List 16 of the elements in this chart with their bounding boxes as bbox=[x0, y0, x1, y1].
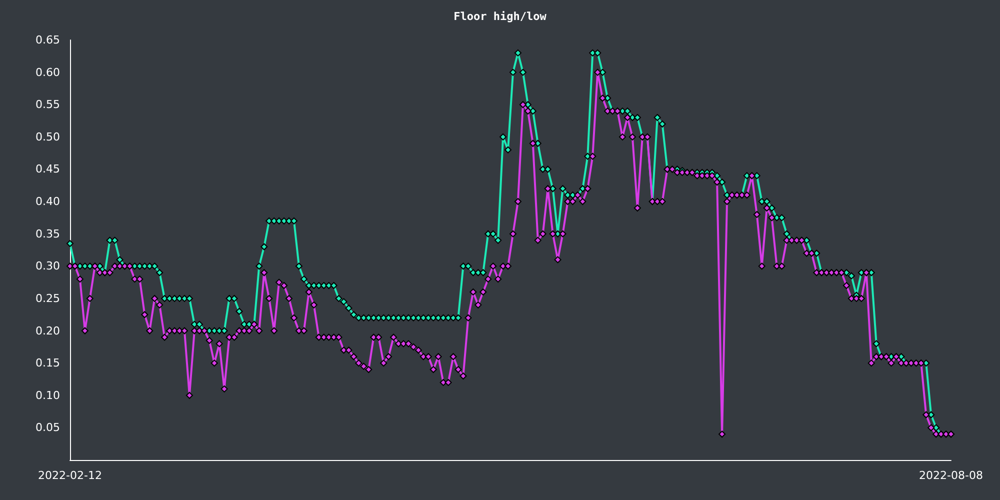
y-tick-label: 0.40 bbox=[36, 195, 60, 208]
chart-title: Floor high/low bbox=[454, 10, 547, 23]
y-tick-label: 0.25 bbox=[36, 292, 60, 305]
y-tick-label: 0.50 bbox=[36, 130, 60, 144]
y-tick-label: 0.20 bbox=[36, 324, 60, 338]
y-tick-label: 0.35 bbox=[36, 227, 60, 240]
y-tick-label: 0.30 bbox=[36, 260, 60, 273]
x-tick-label: 2022-08-08 bbox=[919, 469, 983, 482]
y-tick-label: 0.15 bbox=[36, 356, 60, 370]
y-tick-label: 0.60 bbox=[36, 66, 60, 79]
y-tick-label: 0.10 bbox=[36, 388, 60, 402]
y-tick-label: 0.45 bbox=[36, 162, 60, 176]
y-tick-label: 0.65 bbox=[36, 34, 60, 46]
x-tick-label: 2022-02-12 bbox=[38, 469, 102, 482]
y-tick-label: 0.05 bbox=[36, 421, 60, 434]
y-tick-label: 0.55 bbox=[36, 98, 60, 112]
